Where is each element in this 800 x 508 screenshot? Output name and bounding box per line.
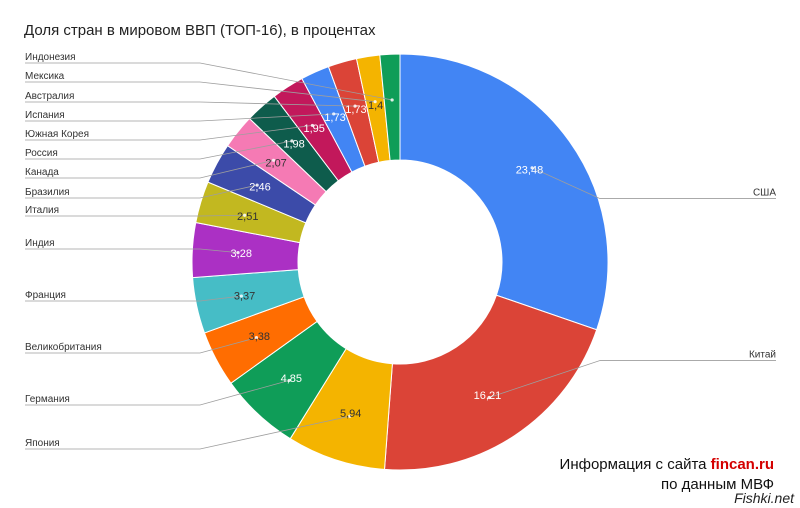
leader-line-бразилия [25, 184, 258, 199]
value-label-великобритания: 3,38 [249, 331, 270, 343]
leader-line-россия [25, 140, 292, 160]
value-label-россия: 1,98 [283, 138, 304, 150]
value-label-япония: 5,94 [340, 408, 361, 420]
value-label-сша: 23,48 [516, 165, 544, 177]
category-labels-layer: США Китай Япония Германия Великобритания Фран… [25, 52, 776, 449]
value-label-китай: 16,21 [474, 390, 502, 402]
leader-dot-австралия [353, 104, 357, 108]
source-prefix: Информация с сайта [559, 456, 711, 473]
category-label-испания: Испания [25, 110, 65, 121]
leader-line-япония [25, 415, 350, 450]
leader-line-канада [25, 159, 274, 179]
leader-dot-бразилия [255, 183, 259, 187]
category-label-франция: Франция [25, 290, 66, 301]
value-label-индия: 3,28 [231, 248, 252, 260]
leader-line-великобритания [25, 337, 257, 354]
leader-dot-сша [530, 166, 534, 170]
leader-line-индия [25, 248, 239, 254]
leader-line-австралия [25, 101, 356, 107]
category-label-мексика: Мексика [25, 71, 65, 82]
source-subline: по данным МВФ [661, 476, 774, 493]
leader-line-италия [25, 214, 245, 217]
leader-line-сша [531, 167, 776, 199]
leader-lines-layer [25, 62, 776, 450]
category-label-южная-корея: Южная Корея [25, 129, 89, 140]
source-line: Информация с сайта fincan.ru [560, 456, 774, 473]
leader-line-испания [25, 113, 334, 122]
leader-line-германия [25, 380, 290, 406]
category-label-япония: Япония [25, 438, 60, 449]
leader-dot-испания [332, 112, 336, 116]
value-label-южная-корея: 1,95 [303, 123, 324, 135]
value-label-канада: 2,07 [265, 157, 286, 169]
value-label-мексика: 1,4 [368, 100, 383, 112]
slice-сша [399, 53, 609, 331]
leader-dot-южная-корея [310, 123, 315, 128]
category-label-канада: Канада [25, 167, 59, 178]
category-label-китай: Китай [749, 350, 776, 361]
slice-китай [383, 294, 598, 471]
category-label-великобритания: Великобритания [25, 341, 102, 353]
value-label-бразилия: 2,46 [249, 182, 270, 194]
value-label-австралия: 1,73 [345, 104, 366, 116]
category-label-сша: США [753, 188, 776, 199]
leader-dot-индонезия [390, 98, 394, 102]
category-label-австралия: Австралия [25, 91, 74, 102]
slice-индонезия [379, 53, 401, 162]
leader-dot-канада [271, 158, 276, 162]
leader-dot-россия [290, 139, 294, 143]
leader-line-франция [25, 295, 242, 302]
leader-dot-индия [236, 251, 240, 255]
category-label-италия: Италия [25, 205, 59, 216]
category-label-бразилия: Бразилия [25, 187, 70, 198]
value-labels-layer: 23,48 16,21 5,94 4,85 3,38 3,37 3,28 2,51 2,46 2,… [231, 100, 544, 420]
value-label-франция: 3,37 [234, 290, 255, 302]
leader-line-китай [489, 360, 776, 398]
chart-title: Доля стран в мировом ВВП (ТОП-16), в про… [24, 22, 376, 39]
value-label-германия: 4,85 [281, 373, 302, 385]
leader-dot-великобритания [254, 336, 259, 340]
category-label-индонезия: Индонезия [25, 52, 76, 63]
slices-layer [191, 53, 609, 471]
leader-dot-япония [348, 414, 352, 418]
value-label-италия: 2,51 [237, 211, 258, 223]
leader-line-мексика [25, 81, 376, 103]
leader-dot-италия [243, 213, 247, 217]
leader-dot-мексика [373, 100, 377, 104]
category-label-россия: Россия [25, 148, 58, 159]
value-label-испания: 1,73 [324, 112, 345, 124]
category-label-индия: Индия [25, 238, 55, 249]
source-brand: fincan.ru [710, 456, 774, 473]
category-label-германия: Германия [25, 394, 70, 405]
leader-line-южная-корея [25, 125, 313, 141]
leader-dot-германия [287, 378, 291, 383]
leader-dot-франция [239, 294, 243, 298]
leader-dot-китай [487, 395, 491, 400]
leader-line-индонезия [25, 62, 393, 101]
watermark: Fishki.net [734, 490, 794, 506]
